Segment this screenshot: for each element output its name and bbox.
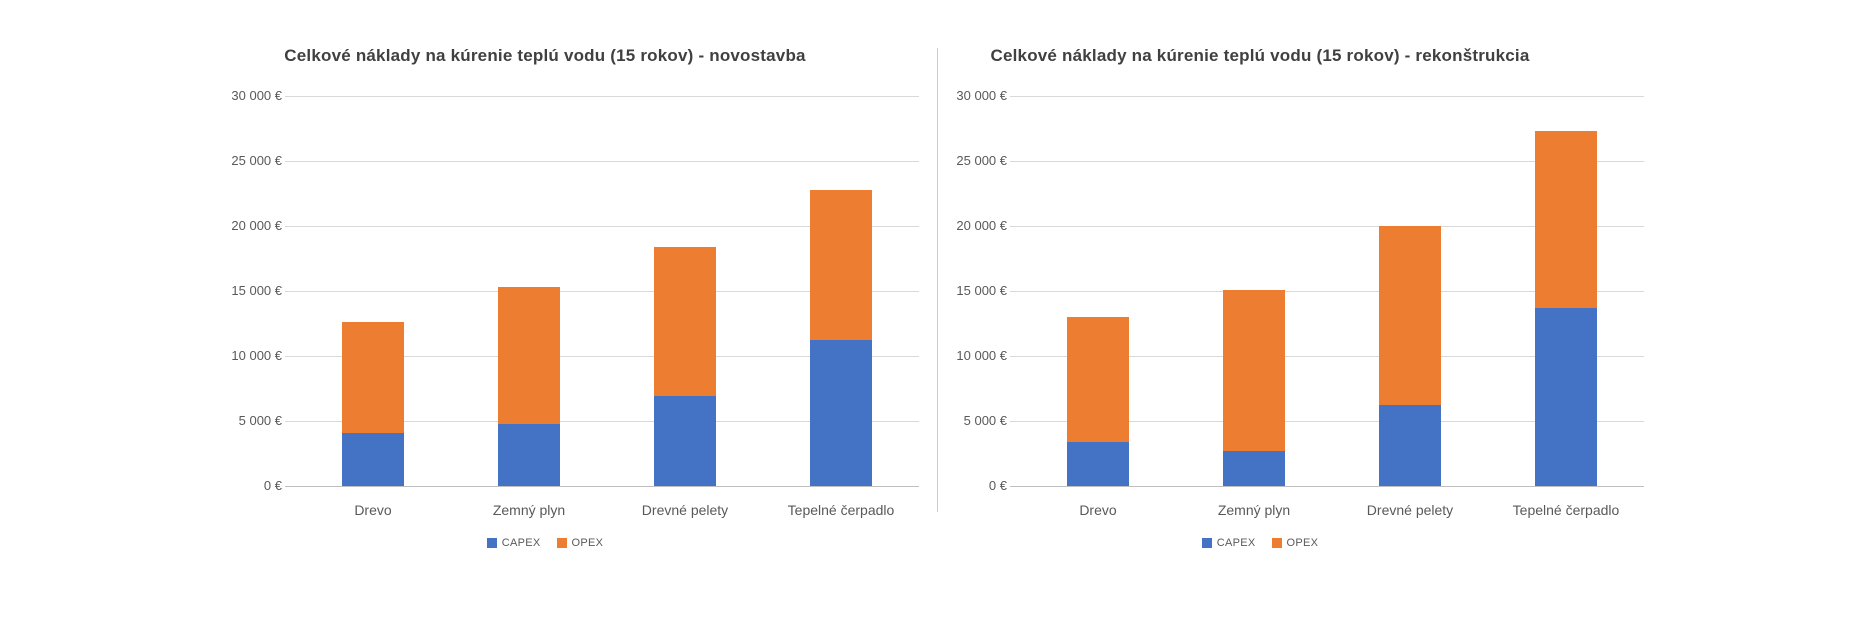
gridline (1010, 420, 1644, 422)
x-axis-category-label: Drevné pelety (1366, 502, 1454, 518)
chart-legend: CAPEX OPEX (165, 537, 925, 549)
gridline (1010, 95, 1644, 97)
gridline (285, 225, 919, 227)
x-axis-category-label: Drevo (354, 502, 392, 518)
legend-label: CAPEX (501, 537, 541, 549)
y-axis-tick-label: 5 000 € (963, 413, 1007, 428)
chart-legend: CAPEX OPEX (880, 537, 1640, 549)
bar-segment-opex (1379, 226, 1441, 406)
x-axis-category-label: Zemný plyn (1217, 502, 1291, 518)
bar-tepelné-čerpadlo (810, 189, 872, 486)
legend-item-opex: OPEX (1271, 537, 1319, 549)
bar-segment-capex (654, 396, 716, 486)
bar-segment-capex (342, 432, 404, 486)
legend-swatch-opex (556, 538, 567, 548)
legend-item-capex: CAPEX (1201, 537, 1256, 549)
y-axis-tick-label: 10 000 € (956, 348, 1007, 363)
gridline (1010, 355, 1644, 357)
bar-drevo (342, 322, 404, 486)
chart-title: Celkové náklady na kúrenie teplú vodu (1… (284, 46, 806, 65)
bar-segment-opex (342, 322, 404, 433)
x-axis-category-label: Tepelné čerpadlo (1512, 502, 1620, 518)
y-axis-tick-label: 30 000 € (956, 88, 1007, 103)
bar-segment-capex (1535, 307, 1597, 486)
legend-swatch-opex (1271, 538, 1282, 548)
y-axis-tick-label: 30 000 € (231, 88, 282, 103)
x-axis-category-label: Tepelné čerpadlo (787, 502, 895, 518)
y-axis-tick-label: 0 € (263, 478, 282, 493)
bar-segment-opex (810, 189, 872, 341)
bar-segment-capex (810, 340, 872, 486)
bar-tepelné-čerpadlo (1535, 131, 1597, 486)
legend-swatch-capex (486, 538, 497, 548)
gridline (1010, 290, 1644, 292)
y-axis-tick-label: 20 000 € (231, 218, 282, 233)
gridline (1010, 160, 1644, 162)
bar-segment-capex (1379, 405, 1441, 486)
x-axis-category-label: Zemný plyn (492, 502, 566, 518)
y-axis-tick-label: 15 000 € (231, 283, 282, 298)
y-axis-tick-label: 0 € (988, 478, 1007, 493)
gridline (285, 420, 919, 422)
gridline (1010, 225, 1644, 227)
bar-segment-capex (498, 423, 560, 486)
legend-swatch-capex (1201, 538, 1212, 548)
gridline (285, 355, 919, 357)
x-axis-line (1010, 485, 1644, 487)
legend-label: CAPEX (1216, 537, 1256, 549)
bar-segment-opex (498, 287, 560, 424)
y-axis-tick-label: 10 000 € (231, 348, 282, 363)
gridline (285, 95, 919, 97)
plot-area: 0 € 5 000 € 10 000 € 15 000 € 20 000 € 25 000… (231, 88, 919, 518)
y-axis-tick-label: 20 000 € (956, 218, 1007, 233)
gridline (285, 290, 919, 292)
x-axis-category-label: Drevné pelety (641, 502, 729, 518)
chart-rekonstrukcia: Celkové náklady na kúrenie teplú vodu (1… (880, 30, 1644, 575)
legend-item-opex: OPEX (556, 537, 604, 549)
x-axis-category-label: Drevo (1079, 502, 1117, 518)
plot-area: 0 € 5 000 € 10 000 € 15 000 € 20 000 € 25 000… (956, 88, 1644, 518)
bar-drevo (1067, 317, 1129, 486)
x-axis-line (285, 485, 919, 487)
bar-segment-opex (1535, 131, 1597, 308)
bar-segment-opex (1067, 317, 1129, 442)
y-axis-tick-label: 15 000 € (956, 283, 1007, 298)
legend-item-capex: CAPEX (486, 537, 541, 549)
gridline (285, 160, 919, 162)
bar-segment-capex (1223, 450, 1285, 486)
bar-segment-opex (654, 246, 716, 397)
y-axis-tick-label: 25 000 € (231, 153, 282, 168)
bar-segment-capex (1067, 441, 1129, 486)
chart-title: Celkové náklady na kúrenie teplú vodu (1… (990, 46, 1530, 65)
chart-divider (937, 48, 938, 512)
legend-label: OPEX (571, 537, 604, 549)
y-axis-tick-label: 5 000 € (238, 413, 282, 428)
bar-zemný-plyn (498, 287, 560, 486)
bar-zemný-plyn (1223, 289, 1285, 486)
bar-segment-opex (1223, 289, 1285, 451)
bar-drevné-pelety (1379, 226, 1441, 486)
bar-drevné-pelety (654, 246, 716, 486)
legend-label: OPEX (1286, 537, 1319, 549)
y-axis-tick-label: 25 000 € (956, 153, 1007, 168)
chart-novostavba: Celkové náklady na kúrenie teplú vodu (1… (165, 30, 925, 575)
